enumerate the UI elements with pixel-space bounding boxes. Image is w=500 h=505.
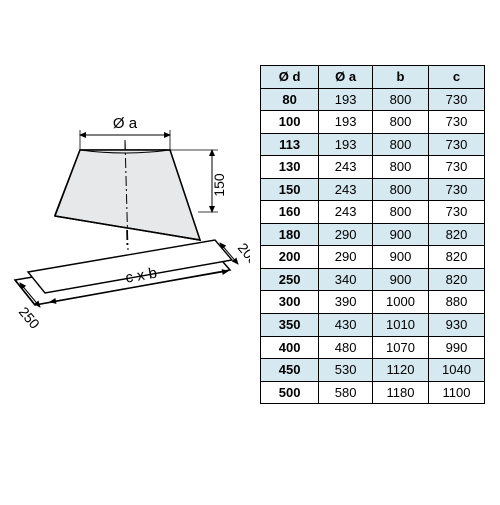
table-cell: 450 xyxy=(261,359,319,382)
table-cell: 730 xyxy=(428,201,484,224)
label-200: 200 xyxy=(235,240,250,268)
table-cell: 1070 xyxy=(372,336,428,359)
table-cell: 730 xyxy=(428,178,484,201)
table-cell: 730 xyxy=(428,133,484,156)
header-c: c xyxy=(428,66,484,89)
table-cell: 243 xyxy=(319,156,373,179)
table-cell: 193 xyxy=(319,88,373,111)
table-cell: 900 xyxy=(372,246,428,269)
table-cell: 800 xyxy=(372,111,428,134)
table-cell: 930 xyxy=(428,314,484,337)
header-b: b xyxy=(372,66,428,89)
table-cell: 730 xyxy=(428,111,484,134)
table-cell: 400 xyxy=(261,336,319,359)
table-cell: 193 xyxy=(319,111,373,134)
table-cell: 250 xyxy=(261,268,319,291)
table-cell: 350 xyxy=(261,314,319,337)
table-row: 45053011201040 xyxy=(261,359,485,382)
table-cell: 580 xyxy=(319,381,373,404)
table-cell: 480 xyxy=(319,336,373,359)
table-row: 80193800730 xyxy=(261,88,485,111)
table-cell: 820 xyxy=(428,246,484,269)
table-cell: 1100 xyxy=(428,381,484,404)
table-cell: 900 xyxy=(372,223,428,246)
table-cell: 430 xyxy=(319,314,373,337)
table-cell: 1040 xyxy=(428,359,484,382)
table-body: 8019380073010019380073011319380073013024… xyxy=(261,88,485,404)
table-cell: 990 xyxy=(428,336,484,359)
table-header-row: Ø d Ø a b c xyxy=(261,66,485,89)
table-cell: 1000 xyxy=(372,291,428,314)
table-cell: 180 xyxy=(261,223,319,246)
table-cell: 100 xyxy=(261,111,319,134)
table-cell: 1010 xyxy=(372,314,428,337)
table-row: 130243800730 xyxy=(261,156,485,179)
label-250: 250 xyxy=(16,304,43,332)
table-cell: 1120 xyxy=(372,359,428,382)
table-row: 200290900820 xyxy=(261,246,485,269)
table-cell: 530 xyxy=(319,359,373,382)
table-row: 160243800730 xyxy=(261,201,485,224)
funnel-front xyxy=(55,140,200,250)
table-cell: 820 xyxy=(428,223,484,246)
table-cell: 730 xyxy=(428,88,484,111)
header-d: Ø d xyxy=(261,66,319,89)
dimensions-table-wrapper: Ø d Ø a b c 8019380073010019380073011319… xyxy=(260,65,485,404)
table-cell: 800 xyxy=(372,156,428,179)
table-row: 113193800730 xyxy=(261,133,485,156)
table-cell: 200 xyxy=(261,246,319,269)
table-cell: 113 xyxy=(261,133,319,156)
table-row: 180290900820 xyxy=(261,223,485,246)
table-cell: 193 xyxy=(319,133,373,156)
dimensions-table: Ø d Ø a b c 8019380073010019380073011319… xyxy=(260,65,485,404)
table-row: 100193800730 xyxy=(261,111,485,134)
table-cell: 390 xyxy=(319,291,373,314)
table-cell: 300 xyxy=(261,291,319,314)
table-row: 4004801070990 xyxy=(261,336,485,359)
table-cell: 880 xyxy=(428,291,484,314)
table-row: 3003901000880 xyxy=(261,291,485,314)
table-cell: 243 xyxy=(319,178,373,201)
table-cell: 130 xyxy=(261,156,319,179)
table-cell: 800 xyxy=(372,178,428,201)
diagram-svg: Ø a 150 200 250 c x b xyxy=(0,0,250,500)
table-cell: 500 xyxy=(261,381,319,404)
table-cell: 290 xyxy=(319,223,373,246)
table-cell: 800 xyxy=(372,201,428,224)
table-cell: 820 xyxy=(428,268,484,291)
table-row: 50058011801100 xyxy=(261,381,485,404)
table-cell: 290 xyxy=(319,246,373,269)
table-cell: 730 xyxy=(428,156,484,179)
table-cell: 900 xyxy=(372,268,428,291)
label-150: 150 xyxy=(211,173,227,197)
table-cell: 800 xyxy=(372,133,428,156)
table-row: 150243800730 xyxy=(261,178,485,201)
technical-diagram: Ø a 150 200 250 c x b xyxy=(0,0,250,500)
table-cell: 800 xyxy=(372,88,428,111)
table-cell: 160 xyxy=(261,201,319,224)
table-cell: 243 xyxy=(319,201,373,224)
table-row: 3504301010930 xyxy=(261,314,485,337)
label-diameter-a: Ø a xyxy=(113,115,138,132)
table-cell: 80 xyxy=(261,88,319,111)
table-cell: 150 xyxy=(261,178,319,201)
table-cell: 1180 xyxy=(372,381,428,404)
table-row: 250340900820 xyxy=(261,268,485,291)
table-cell: 340 xyxy=(319,268,373,291)
header-a: Ø a xyxy=(319,66,373,89)
